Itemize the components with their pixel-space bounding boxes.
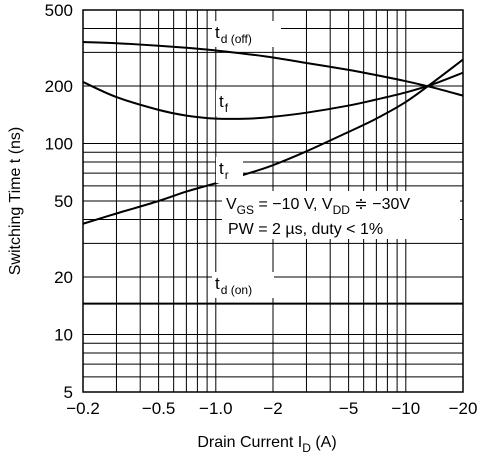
y-tick-label: 500 — [45, 1, 73, 20]
x-tick-label: −0.2 — [66, 399, 100, 418]
conditions-line2: PW = 2 µs, duty < 1% — [228, 221, 383, 238]
y-tick-label: 20 — [54, 268, 73, 287]
curves — [82, 40, 464, 305]
y-tick-label: 200 — [45, 77, 73, 96]
curve-label-tf: tf — [219, 92, 229, 115]
y-tick-label: 50 — [54, 192, 73, 211]
conditions-bg — [222, 191, 460, 239]
series-line-tf — [82, 71, 464, 120]
curve-label-bg — [216, 157, 243, 183]
x-tick-label: −10 — [391, 399, 420, 418]
conditions-line1: VGS = −10 V, VDD ≑ −30V — [226, 196, 410, 217]
plot-frame — [82, 9, 464, 393]
conditions-note: VGS = −10 V, VDD ≑ −30V PW = 2 µs, duty <… — [222, 191, 460, 239]
curve-label-bg — [216, 90, 243, 116]
x-tick-label: −1.0 — [199, 399, 233, 418]
axis-titles: Drain Current ID (A) Switching Time t (ns… — [7, 127, 337, 455]
curve-label-bg — [212, 272, 274, 298]
x-axis-title: Drain Current ID (A) — [197, 434, 336, 455]
x-tick-label: −0.5 — [142, 399, 176, 418]
y-tick-label: 10 — [54, 326, 73, 345]
plot-border — [82, 9, 464, 393]
series-line-td_off — [82, 40, 464, 97]
curve-labels: td (off) tf tr td (on) — [212, 21, 281, 298]
series-line-tr — [82, 58, 464, 225]
y-tick-label: 100 — [45, 135, 73, 154]
curve-label-bg — [212, 21, 281, 47]
x-tick-label: −20 — [449, 399, 478, 418]
y-axis-title: Switching Time t (ns) — [7, 127, 24, 275]
y-tick-label: 5 — [64, 383, 73, 402]
curve-label-tr: tr — [219, 159, 229, 182]
x-tick-label: −2 — [263, 399, 282, 418]
curve-label-td_on: td (on) — [215, 274, 252, 297]
x-tick-label: −5 — [339, 399, 358, 418]
curve-label-td_off: td (off) — [215, 23, 252, 46]
tick-labels: −0.2 −0.5 −1.0 −2 −5 −10 −20 5 10 20 50 100 200 500 — [45, 1, 478, 418]
